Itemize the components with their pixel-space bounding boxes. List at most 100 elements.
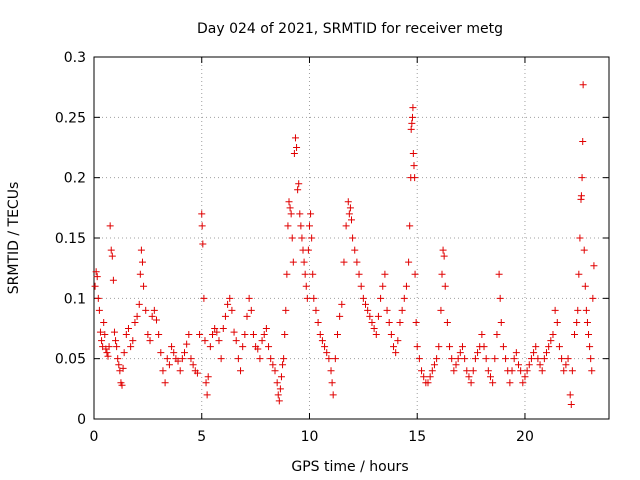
data-point [275, 397, 283, 405]
data-point [119, 364, 127, 372]
data-point [200, 294, 208, 302]
data-point [146, 337, 154, 345]
data-point [100, 318, 108, 326]
data-point [203, 391, 211, 399]
y-tick-label: 0.25 [55, 110, 86, 126]
data-point [521, 373, 529, 381]
data-point [283, 270, 291, 278]
data-point [362, 300, 370, 308]
data-point [110, 328, 118, 336]
data-point [267, 355, 275, 363]
data-point [300, 258, 308, 266]
data-point [104, 352, 112, 360]
data-point [174, 357, 182, 365]
data-point [471, 355, 479, 363]
data-point [463, 367, 471, 375]
data-point [159, 367, 167, 375]
data-point [392, 349, 400, 357]
data-point [138, 258, 146, 266]
data-point [305, 222, 313, 230]
data-point [345, 210, 353, 218]
data-point [296, 210, 304, 218]
x-tick-label: 0 [90, 429, 99, 445]
x-axis-label: GPS time / hours [291, 459, 408, 475]
data-point [93, 273, 101, 281]
data-point [294, 186, 302, 194]
data-point [148, 312, 156, 320]
data-point [467, 379, 475, 387]
data-point [310, 294, 318, 302]
data-point [98, 337, 106, 345]
data-point [534, 355, 542, 363]
data-point [276, 385, 284, 393]
data-point [381, 270, 389, 278]
data-point [325, 355, 333, 363]
data-point [585, 331, 593, 339]
data-point [543, 349, 551, 357]
data-points [91, 81, 598, 409]
data-point [364, 306, 372, 314]
data-point [199, 240, 207, 248]
data-point [578, 174, 586, 182]
data-point [551, 306, 559, 314]
data-point [532, 343, 540, 351]
data-point [514, 361, 522, 369]
data-point [290, 150, 298, 158]
y-tick-label: 0.3 [64, 50, 86, 66]
data-point [91, 282, 99, 290]
data-point [209, 331, 217, 339]
data-point [273, 379, 281, 387]
data-point [237, 367, 245, 375]
data-point [144, 331, 152, 339]
data-point [465, 373, 473, 381]
data-point [118, 381, 126, 389]
data-point [353, 258, 361, 266]
data-point [359, 294, 367, 302]
data-point [491, 355, 499, 363]
data-point [517, 367, 525, 375]
data-point [368, 318, 376, 326]
data-point [135, 300, 143, 308]
data-point [588, 367, 596, 375]
data-point [506, 379, 514, 387]
data-point [308, 234, 316, 242]
data-point [232, 337, 240, 345]
y-tick-label: 0.1 [64, 291, 86, 307]
data-point [497, 318, 505, 326]
data-point [577, 192, 585, 200]
data-point [161, 379, 169, 387]
data-point [287, 210, 295, 218]
data-point [508, 367, 516, 375]
data-point [314, 318, 322, 326]
data-point [560, 367, 568, 375]
data-point [366, 312, 374, 320]
data-point [579, 81, 587, 89]
data-point [402, 282, 410, 290]
data-point [454, 355, 462, 363]
data-point [377, 294, 385, 302]
data-point [568, 367, 576, 375]
data-point [495, 270, 503, 278]
data-point [101, 331, 109, 339]
data-point [295, 180, 303, 188]
data-point [408, 113, 416, 121]
data-point [157, 349, 165, 357]
data-point [96, 328, 104, 336]
data-point [129, 337, 137, 345]
data-point [256, 355, 264, 363]
data-point [279, 361, 287, 369]
data-point [211, 325, 219, 332]
data-point [183, 340, 191, 348]
data-point [527, 355, 535, 363]
data-point [412, 318, 420, 326]
data-point [564, 355, 572, 363]
data-point [493, 331, 501, 339]
data-point [580, 246, 588, 254]
data-point [523, 367, 531, 375]
data-point [456, 349, 464, 357]
data-point [430, 361, 438, 369]
data-point [239, 343, 247, 351]
data-point [258, 337, 266, 345]
data-point [411, 270, 419, 278]
data-point [571, 331, 579, 339]
